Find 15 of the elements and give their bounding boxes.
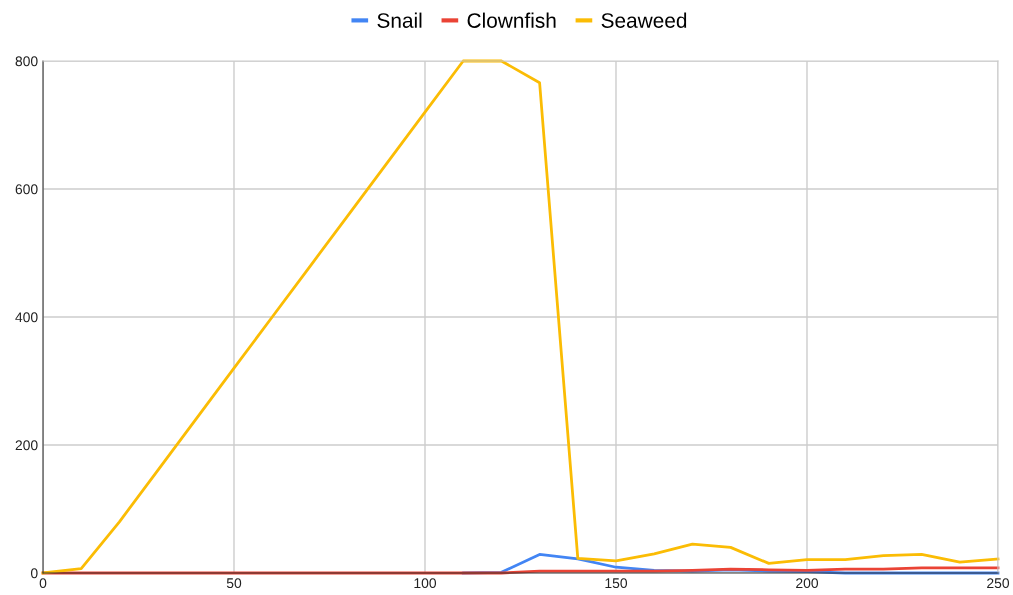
- legend-label: Snail: [377, 12, 422, 28]
- x-tick-label: 100: [414, 578, 437, 589]
- y-tick-label: 400: [15, 312, 38, 323]
- y-tick-label: 200: [15, 440, 38, 451]
- legend-label: Clownfish: [467, 12, 556, 28]
- x-tick-label: 50: [226, 578, 242, 589]
- y-tick-label: 0: [30, 568, 38, 579]
- x-tick-label: 0: [39, 578, 47, 589]
- x-tick-label: 150: [605, 578, 628, 589]
- line-series: [41, 59, 1000, 575]
- legend-label: Seaweed: [601, 12, 687, 28]
- x-tick-label: 200: [796, 578, 819, 589]
- x-tick-label: 250: [987, 578, 1010, 589]
- y-tick-label: 600: [15, 184, 38, 195]
- y-tick-label: 800: [15, 56, 38, 67]
